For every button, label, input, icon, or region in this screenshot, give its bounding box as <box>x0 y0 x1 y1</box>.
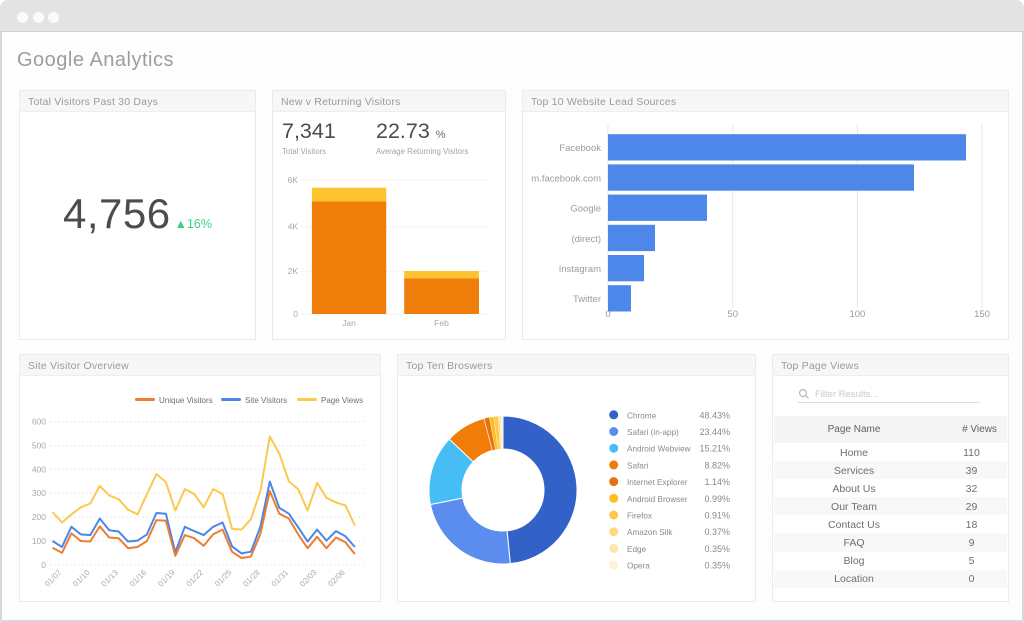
svg-text:150: 150 <box>974 309 990 320</box>
svg-text:01/31: 01/31 <box>270 568 291 589</box>
svg-text:Twitter: Twitter <box>573 294 601 305</box>
svg-text:0.35%: 0.35% <box>704 544 730 554</box>
svg-text:02/03: 02/03 <box>298 568 319 589</box>
svg-text:15.21%: 15.21% <box>699 444 730 454</box>
svg-text:0.91%: 0.91% <box>704 511 730 521</box>
svg-text:0.35%: 0.35% <box>704 561 730 571</box>
svg-text:23.44%: 23.44% <box>699 427 730 437</box>
svg-text:01/16: 01/16 <box>128 568 149 589</box>
svg-text:50: 50 <box>727 309 738 320</box>
svg-text:02/06: 02/06 <box>326 568 347 589</box>
svg-text:200: 200 <box>32 512 46 522</box>
svg-text:Edge: Edge <box>627 545 647 554</box>
svg-text:Instagram: Instagram <box>559 264 601 275</box>
svg-text:Internet Explorer: Internet Explorer <box>627 478 688 487</box>
svg-text:Chrome: Chrome <box>627 411 657 420</box>
svg-text:(direct): (direct) <box>571 234 601 245</box>
svg-text:Jan: Jan <box>342 318 356 328</box>
svg-text:01/19: 01/19 <box>156 568 177 589</box>
svg-text:01/13: 01/13 <box>99 568 120 589</box>
svg-text:Opera: Opera <box>627 562 650 571</box>
svg-text:6K: 6K <box>288 175 299 185</box>
svg-text:Facebook: Facebook <box>559 143 601 154</box>
svg-text:400: 400 <box>32 464 46 474</box>
svg-text:01/22: 01/22 <box>185 568 206 589</box>
svg-text:0.99%: 0.99% <box>704 494 730 504</box>
svg-text:Feb: Feb <box>434 318 449 328</box>
svg-text:Google: Google <box>570 204 601 215</box>
svg-text:300: 300 <box>32 488 46 498</box>
svg-text:0: 0 <box>293 309 298 319</box>
svg-text:4K: 4K <box>288 222 299 232</box>
svg-text:0: 0 <box>41 560 46 570</box>
svg-text:m.facebook.com: m.facebook.com <box>531 173 601 184</box>
svg-text:01/10: 01/10 <box>71 568 92 589</box>
svg-text:0.37%: 0.37% <box>704 527 730 537</box>
svg-text:100: 100 <box>32 536 46 546</box>
svg-text:600: 600 <box>32 417 46 427</box>
svg-text:Safari (in-app): Safari (in-app) <box>627 428 679 437</box>
svg-text:Amazon Silk: Amazon Silk <box>627 528 673 537</box>
svg-text:01/28: 01/28 <box>241 568 262 589</box>
svg-text:100: 100 <box>849 309 865 320</box>
svg-text:8.82%: 8.82% <box>704 460 730 470</box>
svg-text:Android Webview: Android Webview <box>627 445 691 454</box>
svg-text:500: 500 <box>32 441 46 451</box>
svg-text:48.43%: 48.43% <box>699 410 730 420</box>
svg-text:0: 0 <box>605 309 610 320</box>
svg-text:01/25: 01/25 <box>213 568 234 589</box>
svg-text:Firefox: Firefox <box>627 512 652 521</box>
svg-text:Android Browser: Android Browser <box>627 495 688 504</box>
svg-text:2K: 2K <box>288 266 299 276</box>
svg-text:01/07: 01/07 <box>43 568 64 589</box>
svg-text:1.14%: 1.14% <box>704 477 730 487</box>
svg-text:Safari: Safari <box>627 461 649 470</box>
